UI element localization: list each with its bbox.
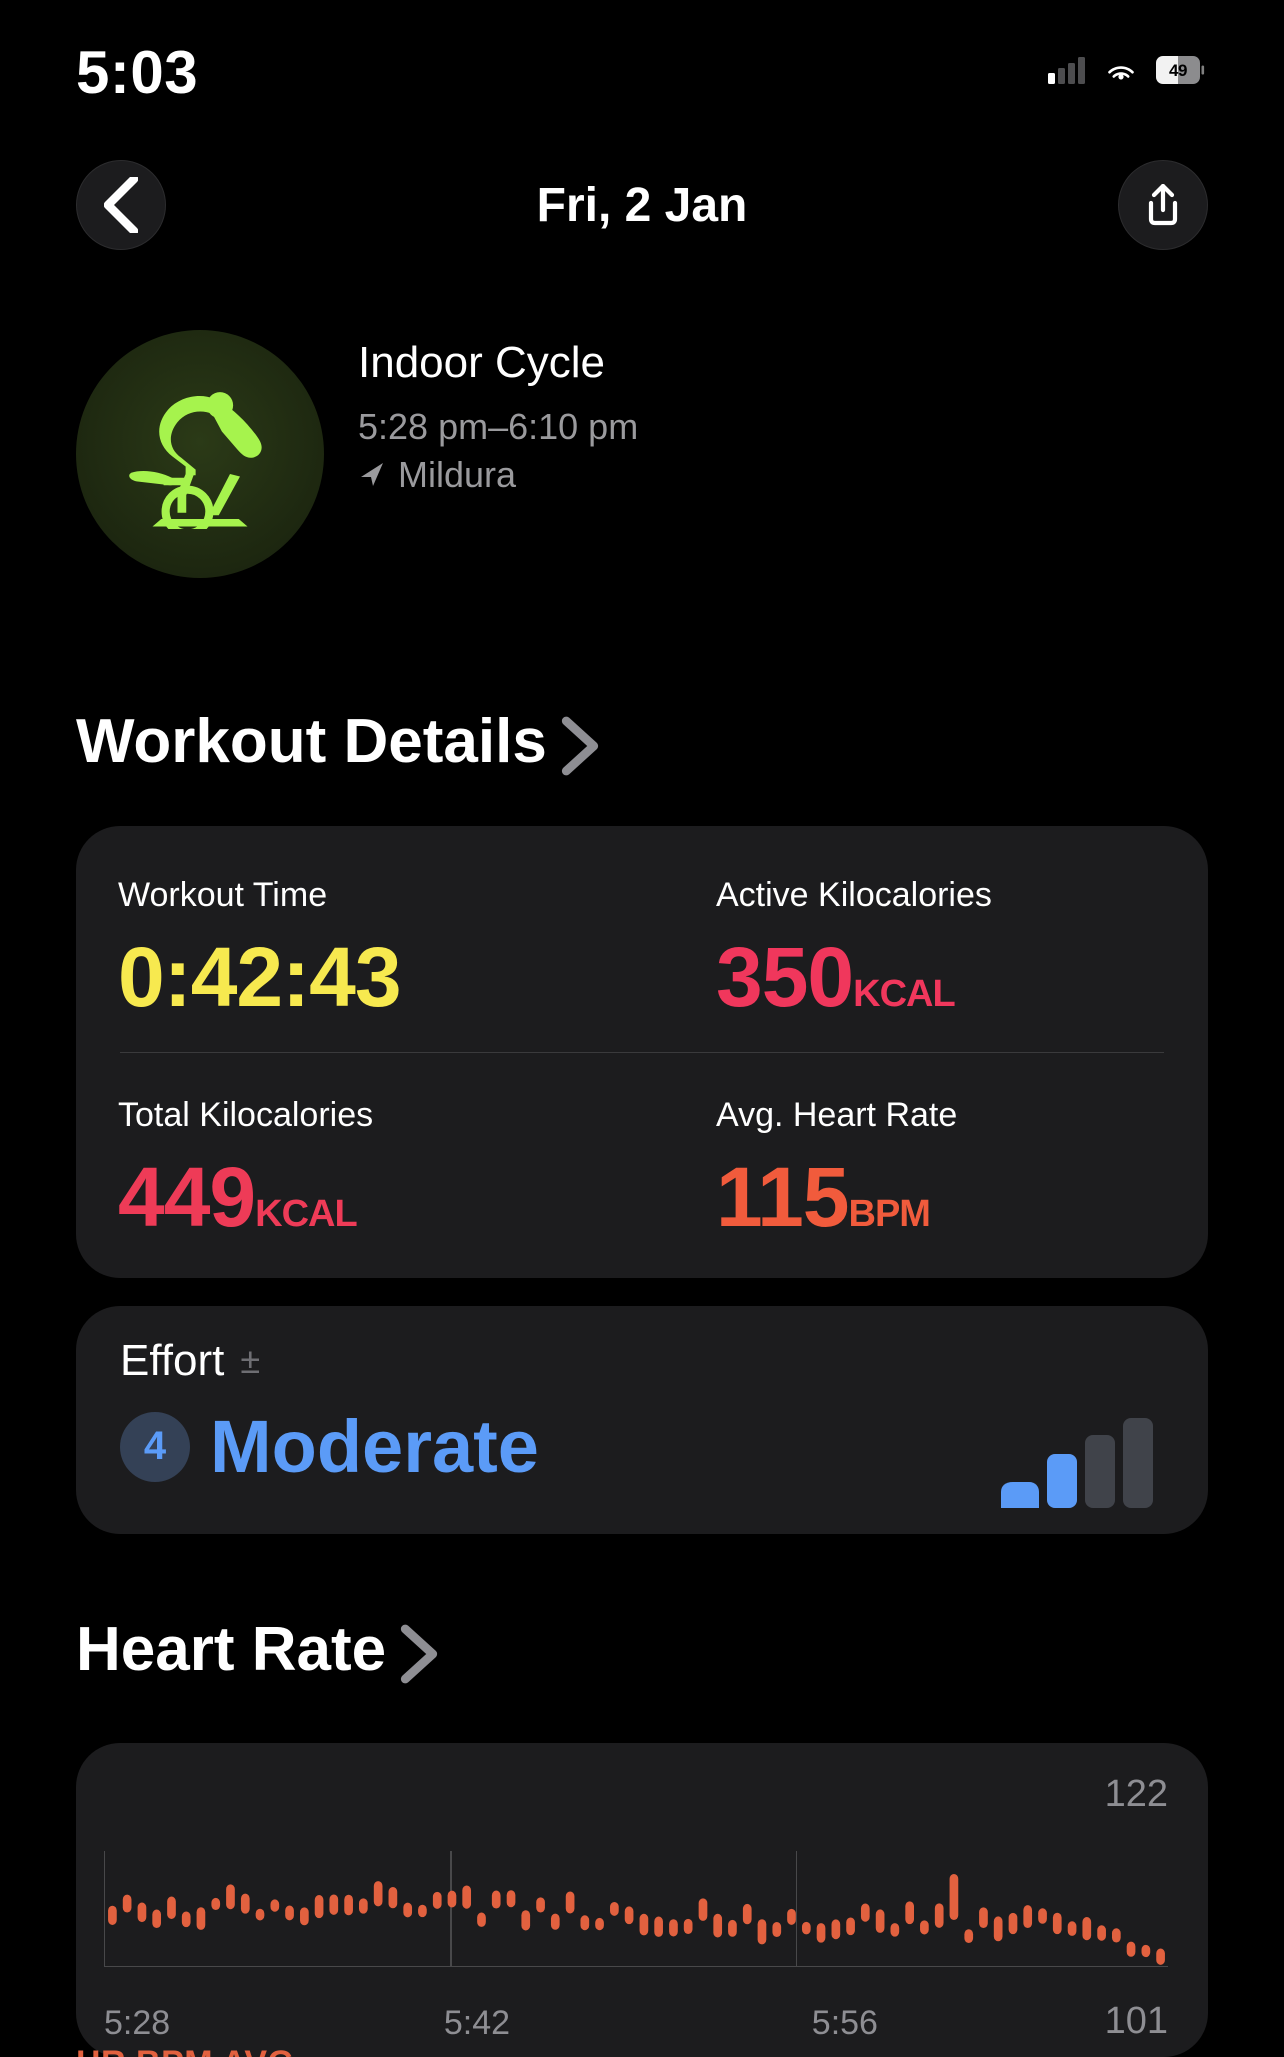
svg-text:49: 49 [1169, 61, 1187, 80]
